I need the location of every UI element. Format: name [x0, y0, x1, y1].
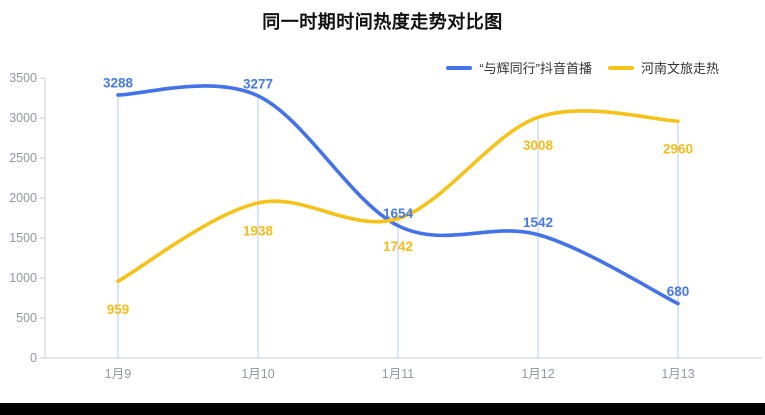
x-axis-label: 1月10	[241, 367, 274, 381]
data-label: 959	[107, 302, 130, 317]
data-label: 1542	[523, 215, 553, 230]
chart-title: 同一时期时间热度走势对比图	[262, 12, 503, 32]
legend: “与辉同行”抖音首播 河南文旅走热	[446, 58, 719, 77]
series-line-1[interactable]	[116, 109, 680, 284]
y-axis-label: 2000	[9, 191, 37, 205]
data-label: 3008	[523, 138, 554, 153]
y-axis-label: 1500	[9, 231, 37, 245]
y-axis-label: 3500	[9, 71, 37, 85]
y-axis-label: 2500	[9, 151, 37, 165]
x-axis-label: 1月13	[661, 367, 694, 381]
legend-line-icon	[607, 65, 634, 70]
legend-label: “与辉同行”抖音首播	[479, 61, 592, 76]
data-label: 3277	[243, 76, 273, 91]
legend-line-icon	[446, 65, 473, 70]
data-label: 2960	[663, 142, 693, 157]
y-axis-label: 1000	[9, 271, 37, 285]
legend-item-0[interactable]: “与辉同行”抖音首播	[446, 58, 592, 77]
data-label: 3288	[103, 75, 134, 90]
data-label: 1654	[383, 206, 414, 221]
x-axis-label: 1月12	[521, 367, 554, 381]
x-axis-label: 1月11	[382, 367, 414, 381]
data-label: 680	[667, 284, 690, 299]
series-line-0[interactable]	[116, 84, 680, 306]
data-label: 1742	[383, 239, 413, 254]
bottom-bar	[0, 403, 765, 415]
legend-item-1[interactable]: 河南文旅走热	[607, 58, 719, 77]
y-axis-label: 0	[30, 351, 37, 365]
data-label: 1938	[243, 223, 274, 238]
y-axis-label: 3000	[9, 111, 37, 125]
y-axis-label: 500	[16, 311, 37, 325]
legend-label: 河南文旅走热	[640, 61, 719, 76]
x-axis-label: 1月9	[105, 367, 131, 381]
